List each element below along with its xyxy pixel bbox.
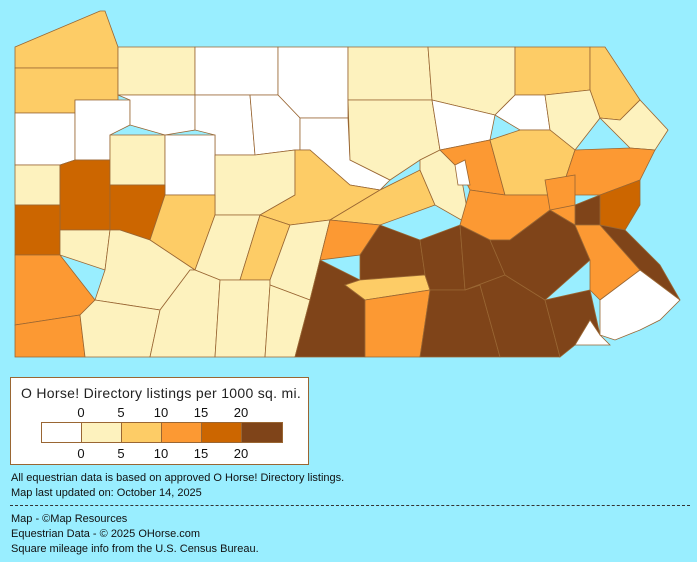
county bbox=[117, 46, 196, 96]
legend-swatch bbox=[42, 423, 82, 442]
legend-title: O Horse! Directory listings per 1000 sq.… bbox=[21, 385, 302, 401]
county bbox=[574, 319, 611, 346]
county bbox=[164, 134, 216, 196]
county bbox=[599, 269, 681, 341]
county bbox=[419, 224, 466, 291]
tick: 0 bbox=[77, 446, 85, 461]
county bbox=[14, 164, 61, 206]
tick: 5 bbox=[117, 446, 125, 461]
legend-color-scale bbox=[41, 422, 283, 443]
county bbox=[194, 46, 279, 96]
legend-swatch bbox=[82, 423, 122, 442]
county bbox=[544, 174, 576, 211]
tick: 20 bbox=[233, 446, 249, 461]
county bbox=[109, 134, 166, 186]
county bbox=[364, 289, 431, 358]
updated-note: Map last updated on: October 14, 2025 bbox=[11, 487, 202, 499]
legend-swatch bbox=[122, 423, 162, 442]
county bbox=[347, 46, 433, 101]
legend-swatch bbox=[202, 423, 242, 442]
county bbox=[544, 89, 601, 151]
tick: 10 bbox=[153, 446, 169, 461]
county bbox=[454, 159, 471, 186]
county bbox=[14, 10, 119, 69]
tick: 0 bbox=[77, 405, 85, 420]
census-credit: Square mileage info from the U.S. Census… bbox=[11, 543, 259, 555]
county bbox=[328, 169, 436, 226]
county bbox=[14, 112, 76, 166]
legend-swatch bbox=[242, 423, 282, 442]
data-credit: Equestrian Data - © 2025 OHorse.com bbox=[11, 528, 201, 540]
county bbox=[514, 46, 591, 96]
legend-swatch bbox=[162, 423, 202, 442]
tick: 15 bbox=[193, 446, 209, 461]
tick: 10 bbox=[153, 405, 169, 420]
legend: O Horse! Directory listings per 1000 sq.… bbox=[10, 377, 309, 465]
tick: 15 bbox=[193, 405, 209, 420]
map-credit: Map - ©Map Resources bbox=[11, 513, 128, 525]
county bbox=[598, 224, 681, 301]
divider bbox=[10, 505, 690, 506]
tick: 5 bbox=[117, 405, 125, 420]
data-note: All equestrian data is based on approved… bbox=[11, 472, 345, 484]
county bbox=[79, 299, 161, 358]
county bbox=[214, 279, 271, 358]
pennsylvania-county-map bbox=[14, 10, 681, 358]
county bbox=[59, 159, 111, 231]
county bbox=[574, 194, 601, 226]
tick: 20 bbox=[233, 405, 249, 420]
county bbox=[14, 204, 61, 256]
